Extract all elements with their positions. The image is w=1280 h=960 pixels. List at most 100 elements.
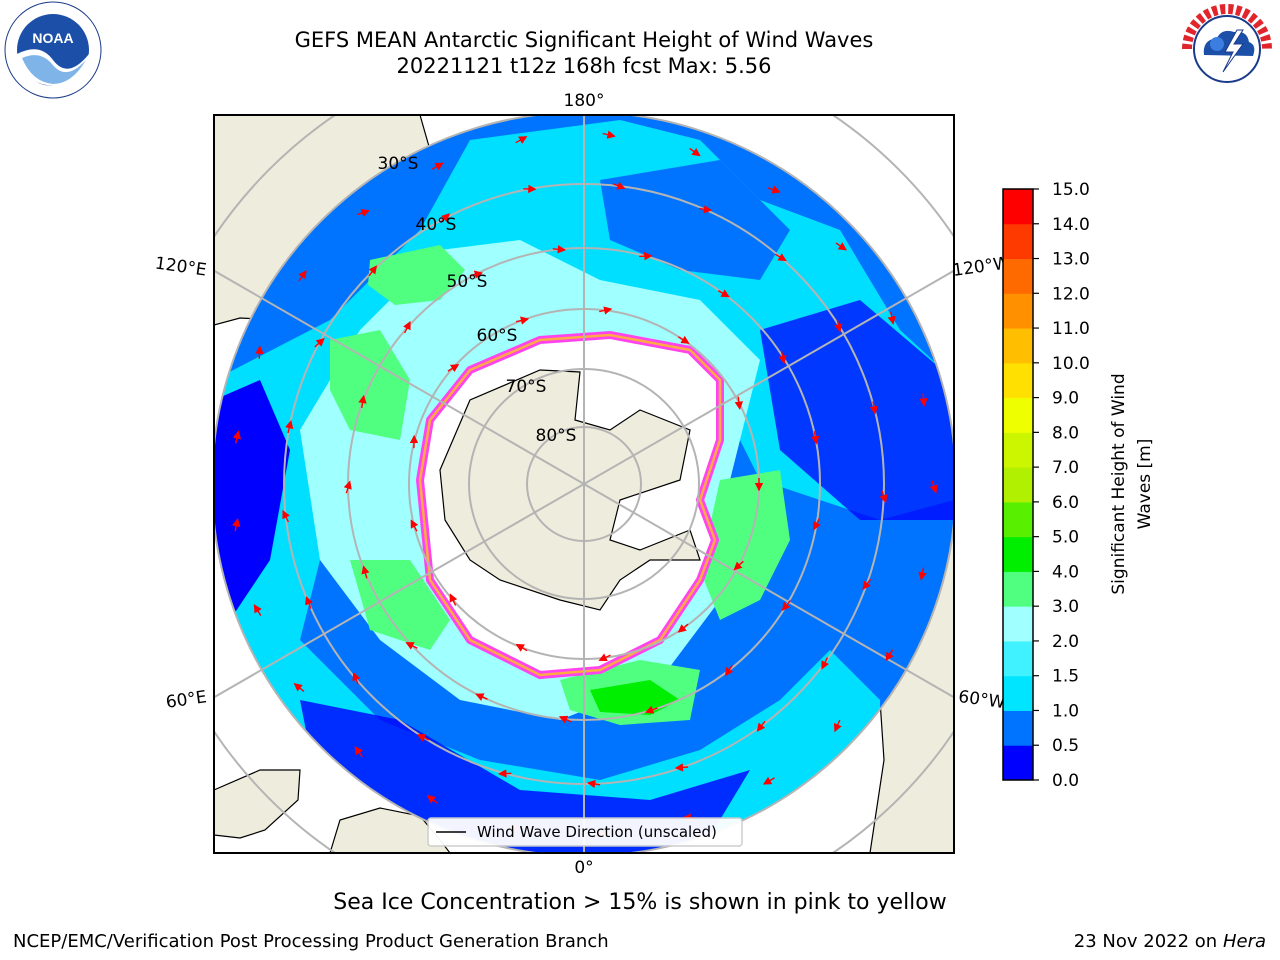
wind-wave-arrow xyxy=(440,213,450,223)
lat-label-40s: 40°S xyxy=(416,215,457,235)
wind-wave-arrow xyxy=(835,242,847,251)
wind-wave-arrow xyxy=(282,509,290,523)
wind-wave-arrows xyxy=(232,130,938,838)
noaa-logo: NOAA xyxy=(4,1,102,99)
wind-wave-arrow xyxy=(449,593,458,606)
lat-label-50s: 50°S xyxy=(447,272,488,292)
colorbar-segment xyxy=(1003,536,1033,572)
colorbar-segment xyxy=(1003,293,1033,329)
colorbar-tick-label: 0.5 xyxy=(1052,736,1079,756)
wind-wave-arrow xyxy=(734,396,744,410)
wind-wave-arrow xyxy=(639,251,653,261)
chart-title: GEFS MEAN Antarctic Significant Height o… xyxy=(294,28,874,52)
wind-wave-arrow xyxy=(403,320,411,334)
wind-wave-arrow xyxy=(447,364,460,373)
wind-wave-arrow xyxy=(862,578,872,590)
lat-label-30s: 30°S xyxy=(378,154,419,174)
colorbar-segment xyxy=(1003,571,1033,607)
colorbar-tick-label: 15.0 xyxy=(1052,180,1090,200)
credit-date: 23 Nov 2022 on Hera xyxy=(1074,931,1266,952)
lat-label-70s: 70°S xyxy=(506,377,547,397)
colorbar-segment xyxy=(1003,362,1033,399)
wind-wave-arrow xyxy=(515,316,530,325)
colorbar-tick-label: 0.0 xyxy=(1052,771,1079,791)
wind-wave-arrow xyxy=(515,643,528,652)
wind-wave-arrow xyxy=(368,265,378,277)
colorbar-tick-label: 8.0 xyxy=(1052,423,1079,443)
wind-wave-arrow xyxy=(918,567,927,581)
colorbar-tick-label: 4.0 xyxy=(1052,562,1079,582)
colorbar-tick-label: 7.0 xyxy=(1052,458,1079,478)
lat-label-80s: 80°S xyxy=(536,426,577,446)
wind-wave-arrow xyxy=(232,430,241,444)
wind-wave-arrow xyxy=(498,769,512,778)
colorbar-segment xyxy=(1003,397,1033,433)
wind-wave-arrow xyxy=(469,270,483,279)
colorbar-segment xyxy=(1003,606,1033,642)
colorbar-segment xyxy=(1003,710,1033,746)
wind-wave-arrow xyxy=(305,596,313,609)
wind-wave-arrow xyxy=(919,393,928,407)
lon-label-0: 0° xyxy=(574,858,593,878)
colorbar-segment xyxy=(1003,328,1033,364)
colorbar-segment xyxy=(1003,223,1033,260)
colorbar-segment xyxy=(1003,189,1033,225)
colorbar-tick-label: 3.0 xyxy=(1052,597,1079,617)
wind-wave-arrow xyxy=(612,181,626,190)
wind-wave-arrow xyxy=(644,705,658,714)
wind-wave-arrow xyxy=(298,270,307,282)
wind-wave-arrow xyxy=(724,664,734,677)
wind-wave-arrow xyxy=(887,311,896,325)
colorbar-tick-label: 5.0 xyxy=(1052,528,1079,548)
wind-wave-arrow xyxy=(781,600,791,611)
wind-wave-arrow xyxy=(255,345,264,359)
wind-wave-arrow xyxy=(813,518,821,531)
wind-wave-arrow xyxy=(475,693,488,702)
colorbar-title-line1: Significant Height of Wind xyxy=(1109,373,1129,594)
wind-wave-arrow xyxy=(767,185,781,194)
wind-wave-arrow xyxy=(410,519,419,532)
wind-wave-arrow xyxy=(879,490,888,504)
colorbar-tick-label: 1.5 xyxy=(1052,667,1079,687)
wind-wave-arrow xyxy=(431,162,444,171)
wind-wave-arrow xyxy=(599,306,613,315)
colorbar-tick-label: 10.0 xyxy=(1052,354,1090,374)
wind-wave-arrow xyxy=(602,130,616,139)
colorbar-tick-label: 1.0 xyxy=(1052,701,1079,721)
wind-wave-arrow xyxy=(356,209,370,217)
colorbar-tick-label: 6.0 xyxy=(1052,493,1079,513)
wind-wave-arrow xyxy=(869,401,879,415)
colorbar-segment xyxy=(1003,432,1033,468)
wind-wave-arrow xyxy=(762,776,775,785)
colorbar-segment xyxy=(1003,745,1033,781)
map-legend: Wind Wave Direction (unscaled) xyxy=(427,817,743,847)
wind-wave-arrow xyxy=(232,518,241,532)
wind-wave-arrow xyxy=(361,565,370,579)
wind-wave-arrow xyxy=(354,745,363,758)
wind-wave-arrow xyxy=(515,136,528,144)
wind-wave-arrow xyxy=(285,420,294,434)
lon-label-180: 180° xyxy=(564,91,605,111)
wind-wave-arrow xyxy=(677,335,690,344)
credit-branch: NCEP/EMC/Verification Post Processing Pr… xyxy=(13,931,609,952)
wind-wave-arrow xyxy=(358,394,367,409)
credit-date-text: 23 Nov 2022 on xyxy=(1073,931,1218,952)
wind-wave-arrow xyxy=(689,147,701,157)
wind-wave-arrow xyxy=(778,350,787,365)
colorbar-segment xyxy=(1003,258,1033,294)
wind-wave-arrow xyxy=(253,604,262,616)
credit-machine: Hera xyxy=(1222,931,1266,952)
colorbar-tick-label: 13.0 xyxy=(1052,250,1090,270)
antarctica xyxy=(415,330,724,680)
wind-wave-arrow xyxy=(834,319,843,333)
wind-wave-arrow xyxy=(821,657,829,670)
svg-text:NOAA: NOAA xyxy=(32,30,73,46)
wind-wave-arrow xyxy=(558,715,572,724)
wind-wave-arrow xyxy=(598,653,611,662)
colorbar-segment xyxy=(1003,640,1033,677)
wind-wave-arrow xyxy=(833,719,842,733)
colorbar-segment xyxy=(1003,467,1033,503)
wind-wave-arrow xyxy=(586,779,601,789)
wind-wave-arrow xyxy=(405,642,418,650)
